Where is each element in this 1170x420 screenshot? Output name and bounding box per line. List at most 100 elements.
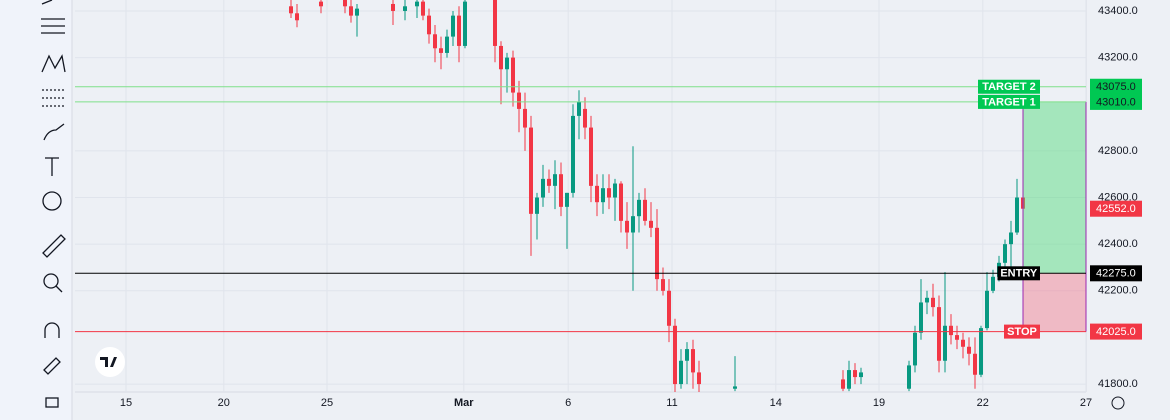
logo <box>95 347 125 377</box>
candle-body <box>1003 244 1007 263</box>
tool-pattern[interactable] <box>41 54 66 73</box>
tool-zoom[interactable] <box>43 273 59 289</box>
candle-body <box>493 0 497 46</box>
tool-lines[interactable] <box>41 18 65 34</box>
x-tick-label: 6 <box>565 397 571 409</box>
candle-body <box>577 101 581 116</box>
x-tick-label: 27 <box>1080 397 1092 409</box>
candle-body <box>403 6 407 11</box>
candle-body <box>553 174 557 186</box>
price-badge <box>1090 93 1142 110</box>
candle-body <box>589 127 593 186</box>
candle-body <box>913 332 917 366</box>
candle-body <box>517 92 521 109</box>
level-tag: ENTRY <box>997 266 1040 281</box>
candle-body <box>643 199 647 221</box>
candle-body <box>673 325 677 385</box>
position-tool: TARGET 2 43075.0 TARGET 1 43010.0 ENTRY 42275… <box>75 78 1142 340</box>
candle-body <box>565 192 569 207</box>
candle-body <box>967 346 971 354</box>
candle-body <box>607 188 611 198</box>
level-tag: TARGET 1 <box>978 94 1040 109</box>
candle-body <box>649 220 653 228</box>
candle-body <box>661 279 665 291</box>
candle-body <box>733 386 737 389</box>
level-tag-box <box>978 94 1040 109</box>
x-tick-label: 19 <box>873 397 885 409</box>
candle-body <box>655 227 659 280</box>
x-tick-label: 25 <box>321 397 333 409</box>
y-tick-label: 42600.0 <box>1098 191 1138 203</box>
candle-body <box>925 297 929 303</box>
candle-body <box>691 349 695 373</box>
level-tag-box <box>978 79 1040 94</box>
candle-body <box>979 328 983 375</box>
price-badge-label: 43075.0 <box>1096 81 1136 93</box>
level-tag: STOP <box>1004 324 1040 339</box>
grid <box>75 0 1086 392</box>
candle-body <box>595 185 599 203</box>
candle-body <box>679 360 683 385</box>
x-tick-label: 22 <box>977 397 989 409</box>
candle-body <box>451 15 455 37</box>
x-tick-label: 14 <box>770 397 782 409</box>
candle-body <box>961 339 965 347</box>
candle-body <box>637 199 641 217</box>
candle-body <box>511 57 515 93</box>
candle-body <box>295 13 299 21</box>
candle-body <box>445 36 449 53</box>
price-badge <box>1090 323 1142 340</box>
candle-body <box>355 8 359 16</box>
loss-zone <box>1023 273 1086 332</box>
tool-text[interactable] <box>45 157 59 176</box>
tool-brush[interactable] <box>43 123 65 141</box>
candle-body <box>529 127 533 214</box>
candle-body <box>919 302 923 333</box>
candle-body <box>541 178 545 198</box>
candle-body <box>625 220 629 233</box>
settings-button[interactable] <box>1111 396 1125 410</box>
x-tick-label: Mar <box>454 397 474 409</box>
candle-body <box>433 34 437 49</box>
candle-body <box>1009 232 1013 245</box>
tool-icons[interactable] <box>41 0 66 408</box>
candle-body <box>547 178 551 186</box>
candle-body <box>583 108 587 128</box>
candle-body <box>499 45 503 70</box>
tool-zoom-handle[interactable] <box>55 285 63 293</box>
level-tag-box <box>1004 324 1040 339</box>
toolbar <box>0 0 72 420</box>
candle-body <box>613 183 617 198</box>
candle-body <box>559 174 563 207</box>
tool-lock[interactable] <box>45 397 59 408</box>
y-tick-label: 42400.0 <box>1098 238 1138 250</box>
x-tick-label: 15 <box>120 397 132 409</box>
candle-body <box>619 183 623 221</box>
candle-body <box>841 379 845 389</box>
candle-body <box>859 372 863 378</box>
candle-body <box>463 1 467 46</box>
tool-magnet[interactable] <box>44 322 60 338</box>
candle-body <box>391 3 395 11</box>
candle-body <box>697 372 701 385</box>
price-badge-label: 42275.0 <box>1096 268 1136 280</box>
level-tag-box <box>997 266 1040 281</box>
tool-emoji[interactable] <box>42 191 62 211</box>
candle-body <box>847 370 851 389</box>
price-badge-label: 42025.0 <box>1096 326 1136 338</box>
candle-body <box>457 15 461 46</box>
y-tick-label: 43200.0 <box>1098 52 1138 64</box>
candle-body <box>973 353 977 375</box>
candle-body <box>319 1 323 7</box>
tool-lock-draw[interactable] <box>43 357 61 375</box>
candle-body <box>667 290 671 326</box>
candle-body <box>349 6 353 16</box>
candle-body <box>439 48 443 53</box>
tool-ruler[interactable] <box>42 234 66 258</box>
profit-zone <box>1023 101 1086 274</box>
candle-body <box>955 335 959 340</box>
x-tick-label: 11 <box>666 397 677 409</box>
tool-cursor[interactable] <box>41 0 53 5</box>
candle-body <box>343 0 347 7</box>
